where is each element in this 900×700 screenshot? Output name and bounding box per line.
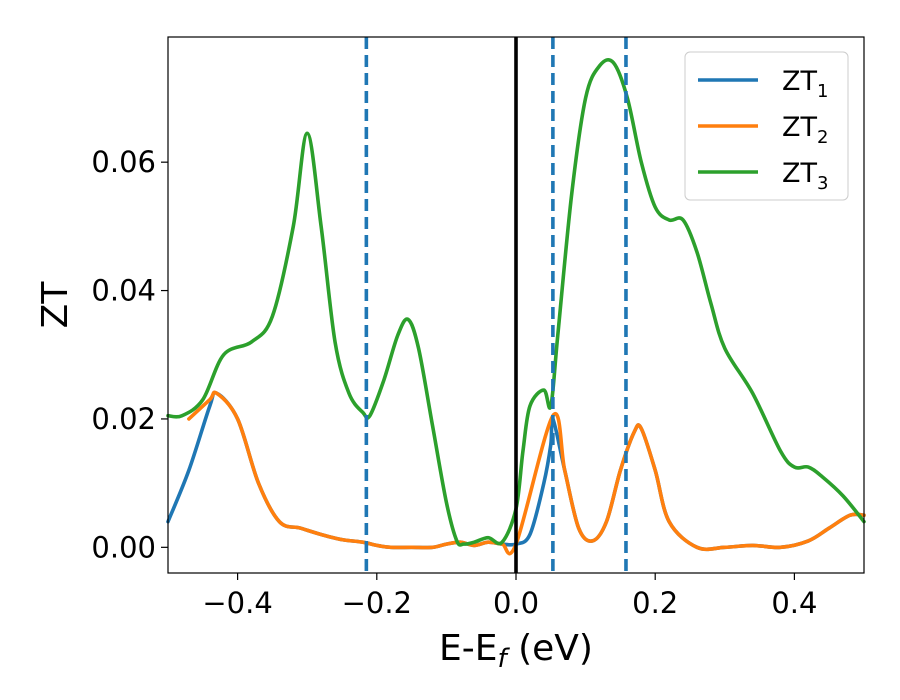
y-tick-label: 0.02: [91, 402, 156, 436]
y-tick-label: 0.00: [91, 530, 156, 564]
x-tick-label: −0.4: [202, 586, 272, 620]
y-axis-ticks: 0.00 0.02 0.04 0.06: [91, 145, 168, 564]
y-tick-label: 0.04: [91, 274, 156, 308]
series-line-zt2: [187, 390, 866, 556]
x-axis-title-unit: (eV): [507, 628, 593, 669]
x-tick-label: 0.4: [771, 586, 817, 620]
x-axis-title-main: E-E: [439, 628, 497, 669]
legend-label-zt2: ZT2: [782, 112, 828, 148]
legend-items: ZT1 ZT2 ZT3: [698, 66, 828, 194]
x-tick-label: −0.2: [342, 586, 412, 620]
x-axis-title: E-Ef (eV): [439, 628, 593, 674]
x-tick-label: 0.2: [632, 586, 678, 620]
legend-label-zt1: ZT1: [782, 66, 828, 102]
y-axis-title: ZT: [35, 281, 76, 329]
legend-label-zt3: ZT3: [782, 158, 828, 194]
legend-box: [684, 51, 849, 201]
vertical-line-layer: [364, 37, 628, 573]
y-tick-label: 0.06: [91, 145, 156, 179]
legend: ZT1 ZT2 ZT3: [684, 51, 849, 201]
x-axis-ticks: −0.4 −0.2 0.0 0.2 0.4: [202, 573, 817, 620]
x-tick-label: 0.0: [493, 586, 539, 620]
